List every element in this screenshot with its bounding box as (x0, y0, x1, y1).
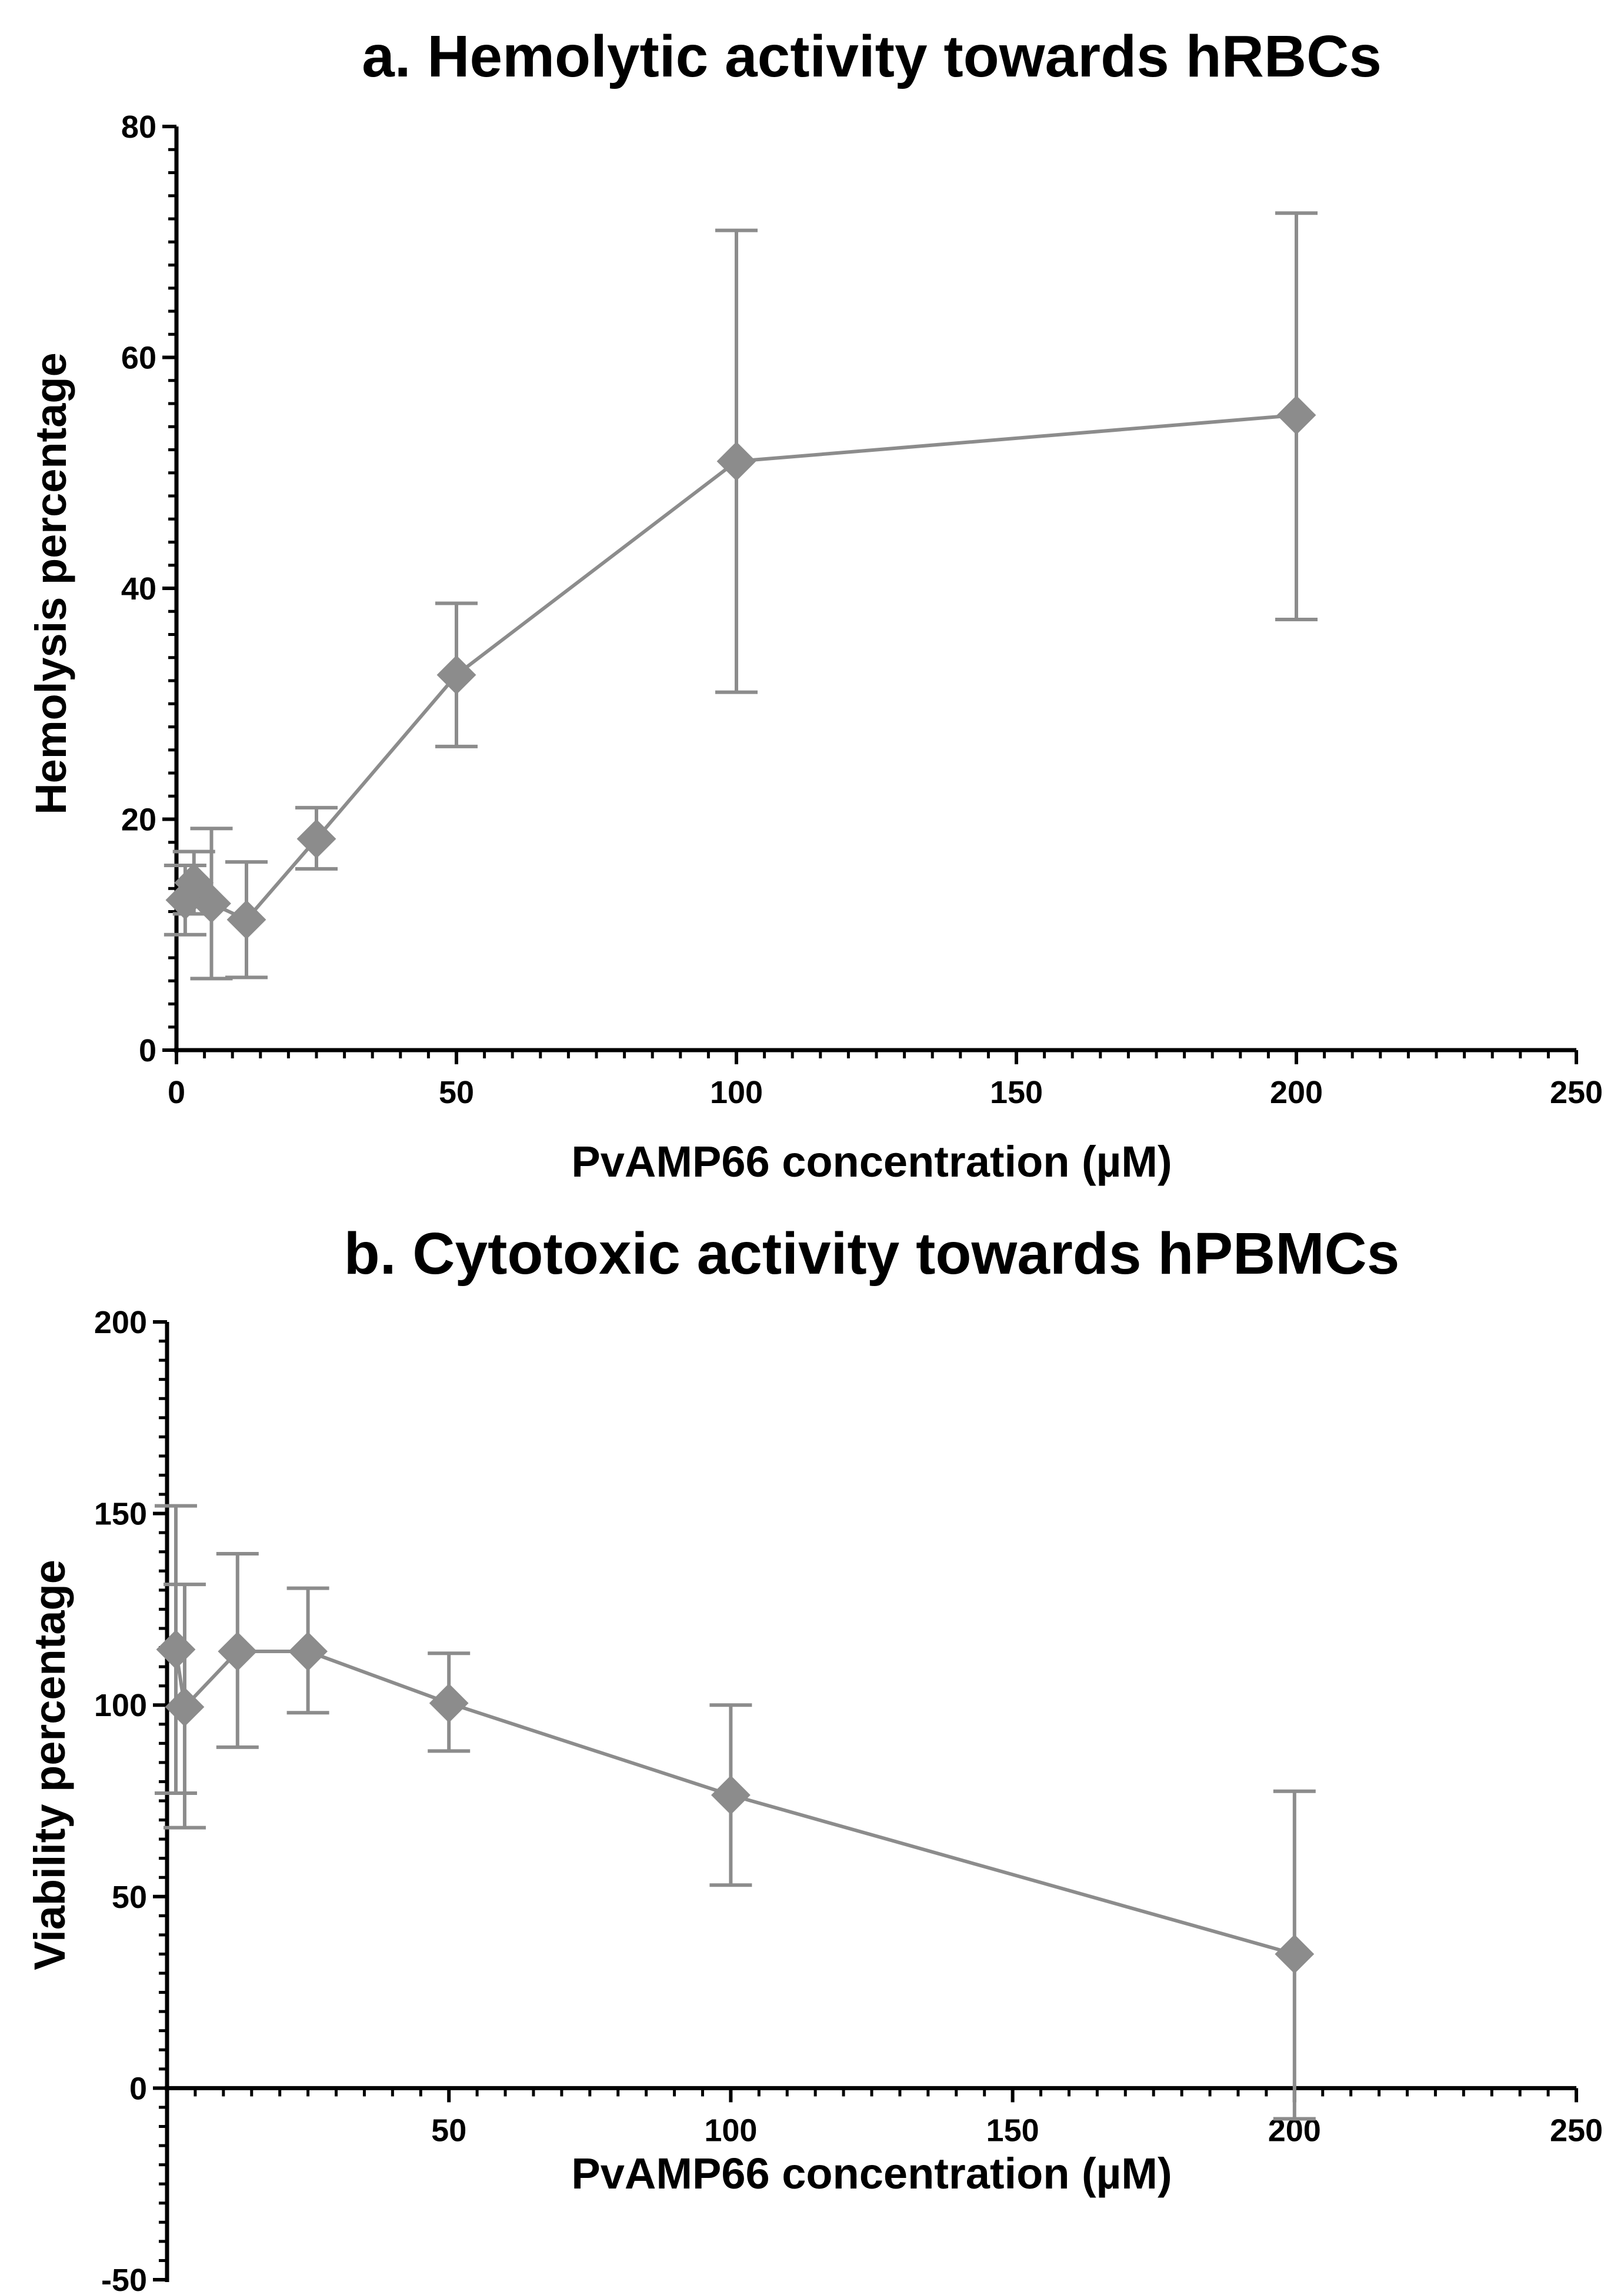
chart-a-series (164, 211, 1318, 981)
chart-b-y-axis-label: Viability percentage (25, 1560, 74, 1970)
x-tick-label: 100 (704, 2113, 757, 2148)
data-point-marker (165, 1687, 205, 1727)
data-point-marker (1275, 1934, 1315, 1974)
x-tick-label: 50 (439, 1075, 474, 1110)
chart-b-title: b. Cytotoxic activity towards hPBMCs (344, 1221, 1400, 1287)
chart-a-hemolytic-activity: a. Hemolytic activity towards hRBCs Hemo… (26, 24, 1603, 1186)
y-tick-label: 150 (94, 1497, 147, 1532)
x-tick-label: 200 (1270, 1075, 1323, 1110)
chart-a-series-line (184, 413, 1297, 922)
data-point-marker (711, 1775, 751, 1815)
chart-a-title: a. Hemolytic activity towards hRBCs (362, 24, 1382, 89)
y-tick-label: 0 (129, 2071, 147, 2106)
data-point-marker (429, 1683, 469, 1723)
y-tick-label: 0 (139, 1033, 156, 1068)
chart-a-y-axis-label: Hemolysis percentage (26, 352, 75, 815)
y-tick-label: -50 (101, 2263, 147, 2295)
chart-b-x-axis-label: PvAMP66 concentration (µM) (571, 2149, 1172, 2198)
chart-a-x-axis-label: PvAMP66 concentration (µM) (571, 1137, 1172, 1186)
y-tick-label: 80 (121, 109, 156, 145)
x-tick-label: 250 (1550, 2113, 1603, 2148)
data-point-marker (288, 1631, 328, 1671)
chart-b-series (154, 1504, 1316, 2121)
data-point-marker (296, 819, 336, 859)
y-tick-label: 20 (121, 802, 156, 838)
x-tick-label: 150 (986, 2113, 1039, 2148)
data-point-marker (436, 655, 476, 695)
x-tick-label: 250 (1550, 1075, 1603, 1110)
data-point-marker (716, 441, 756, 481)
y-tick-label: 50 (112, 1880, 147, 1915)
chart-a-axes (162, 125, 1578, 1064)
x-tick-label: 50 (431, 2113, 466, 2148)
y-tick-label: 60 (121, 341, 156, 376)
data-point-marker (226, 900, 266, 940)
x-tick-label: 100 (710, 1075, 763, 1110)
y-tick-label: 40 (121, 571, 156, 607)
data-point-marker (1276, 395, 1316, 435)
y-tick-label: 100 (94, 1688, 147, 1723)
chart-b-axes (153, 1320, 1578, 2282)
x-tick-label: 150 (990, 1075, 1043, 1110)
x-tick-label: 0 (168, 1075, 185, 1110)
chart-a-tick-labels: 0 20 40 60 80 0 50 100 150 200 250 (121, 109, 1603, 1110)
y-tick-label: 200 (94, 1305, 147, 1340)
data-point-marker (192, 884, 231, 924)
chart-b-cytotoxic-activity: b. Cytotoxic activity towards hPBMCs Via… (25, 1221, 1603, 2295)
data-point-marker (156, 1630, 196, 1670)
data-point-marker (218, 1631, 258, 1671)
